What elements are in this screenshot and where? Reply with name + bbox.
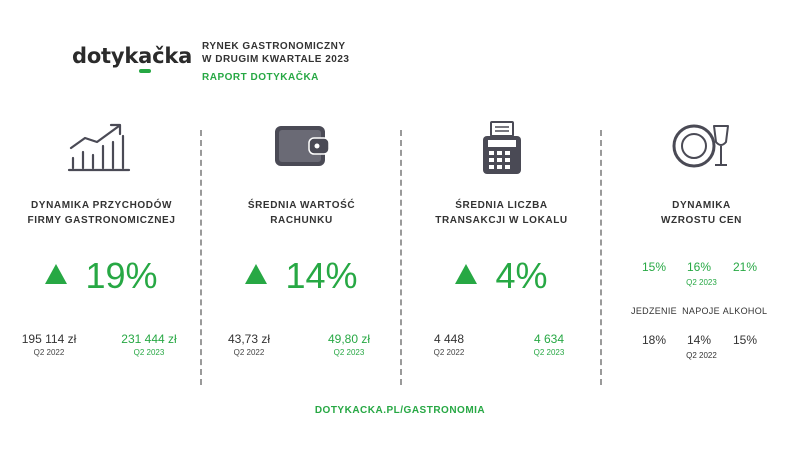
logo: dotyka čka xyxy=(72,44,193,73)
price-alcohol-2022: 15% xyxy=(732,333,758,347)
report-title-line2: W DRUGIM KWARTALE 2023 xyxy=(202,54,350,65)
stat-title: ŚREDNIA WARTOŚĆ RACHUNKU xyxy=(204,198,399,228)
plate-glass-icon xyxy=(604,120,799,180)
stat-title-line1: ŚREDNIA LICZBA xyxy=(455,200,548,211)
stat-title-line1: DYNAMIKA PRZYCHODÓW xyxy=(30,200,173,211)
stat-column-prices: DYNAMIKA WZROSTU CEN 15% 16% 21% Q2 2023… xyxy=(604,120,799,370)
prev-period-label: Q2 2022 xyxy=(33,348,65,357)
stat-title: DYNAMIKA PRZYCHODÓW FIRMY GASTRONOMICZNE… xyxy=(4,198,199,228)
logo-text-post: čka xyxy=(152,44,193,68)
report-subtitle: RAPORT DOTYKAČKA xyxy=(202,72,319,83)
up-triangle-icon xyxy=(455,264,478,284)
curr-value-block: 231 444 zł Q2 2023 xyxy=(104,332,194,357)
logo-accent-letter: a xyxy=(138,44,153,73)
curr-value-block: 49,80 zł Q2 2023 xyxy=(304,332,394,357)
curr-value-block: 4 634 Q2 2023 xyxy=(504,332,594,357)
cash-register-icon xyxy=(404,120,599,180)
logo-underline xyxy=(139,69,152,73)
price-food-2023: 15% xyxy=(641,260,667,274)
logo-text-accent: a xyxy=(138,44,153,68)
change-percent: 14% xyxy=(285,255,358,296)
stat-column-revenue: DYNAMIKA PRZYCHODÓW FIRMY GASTRONOMICZNE… xyxy=(4,120,199,370)
category-alcohol: ALKOHOL xyxy=(722,306,768,316)
change-indicator: 14% xyxy=(204,255,399,296)
footer-url: DOTYKACKA.PL/GASTRONOMIA xyxy=(314,405,486,416)
up-triangle-icon xyxy=(45,264,68,284)
stat-title: DYNAMIKA WZROSTU CEN xyxy=(604,198,799,228)
prev-value: 4 448 xyxy=(433,332,465,346)
stat-title-line1: ŚREDNIA WARTOŚĆ xyxy=(247,200,356,211)
change-percent: 4% xyxy=(495,255,548,296)
change-indicator: 19% xyxy=(4,255,199,296)
report-title: RYNEK GASTRONOMICZNY W DRUGIM KWARTALE 2… xyxy=(202,40,350,83)
stat-title-line2: FIRMY GASTRONOMICZNEJ xyxy=(27,215,176,226)
curr-value: 49,80 zł xyxy=(327,332,371,346)
column-divider xyxy=(400,130,402,385)
category-drinks: NAPOJE xyxy=(682,306,720,316)
change-indicator: 4% xyxy=(404,255,599,296)
logo-text-pre: dotyk xyxy=(72,44,139,68)
price-food-2022: 18% xyxy=(641,333,667,347)
price-drinks-2023: 16% xyxy=(686,260,712,274)
prev-value: 43,73 zł xyxy=(227,332,271,346)
stat-column-transactions: ŚREDNIA LICZBA TRANSAKCJI W LOKALU 4% 4 … xyxy=(404,120,599,370)
stat-title-line2: RACHUNKU xyxy=(270,215,333,226)
up-triangle-icon xyxy=(245,264,268,284)
prev-value: 195 114 zł xyxy=(21,332,77,346)
category-food: JEDZENIE xyxy=(631,306,677,316)
curr-period-label: Q2 2023 xyxy=(133,348,165,357)
price-alcohol-2023: 21% xyxy=(732,260,758,274)
curr-period-label: Q2 2023 xyxy=(533,348,565,357)
prev-period-label: Q2 2022 xyxy=(233,348,265,357)
stat-title-line2: WZROSTU CEN xyxy=(660,215,743,226)
prev-value-block: 195 114 zł Q2 2022 xyxy=(4,332,94,357)
prev-value-block: 43,73 zł Q2 2022 xyxy=(204,332,294,357)
column-divider xyxy=(600,130,602,385)
prev-value-block: 4 448 Q2 2022 xyxy=(404,332,494,357)
report-title-line1: RYNEK GASTRONOMICZNY xyxy=(202,41,346,52)
period-label-2022: Q2 2022 xyxy=(686,351,717,360)
prev-period-label: Q2 2022 xyxy=(433,348,465,357)
curr-value: 4 634 xyxy=(533,332,565,346)
period-label-2023: Q2 2023 xyxy=(686,278,717,287)
price-drinks-2022: 14% xyxy=(686,333,712,347)
wallet-icon xyxy=(204,120,399,180)
curr-value: 231 444 zł xyxy=(121,332,177,346)
stat-title-line2: TRANSAKCJI W LOKALU xyxy=(435,215,568,226)
column-divider xyxy=(200,130,202,385)
change-percent: 19% xyxy=(85,255,158,296)
curr-period-label: Q2 2023 xyxy=(333,348,365,357)
stat-title-line1: DYNAMIKA xyxy=(672,200,731,211)
growth-chart-icon xyxy=(4,120,199,180)
stat-column-bill: ŚREDNIA WARTOŚĆ RACHUNKU 14% 43,73 zł Q2… xyxy=(204,120,399,370)
stat-title: ŚREDNIA LICZBA TRANSAKCJI W LOKALU xyxy=(404,198,599,228)
